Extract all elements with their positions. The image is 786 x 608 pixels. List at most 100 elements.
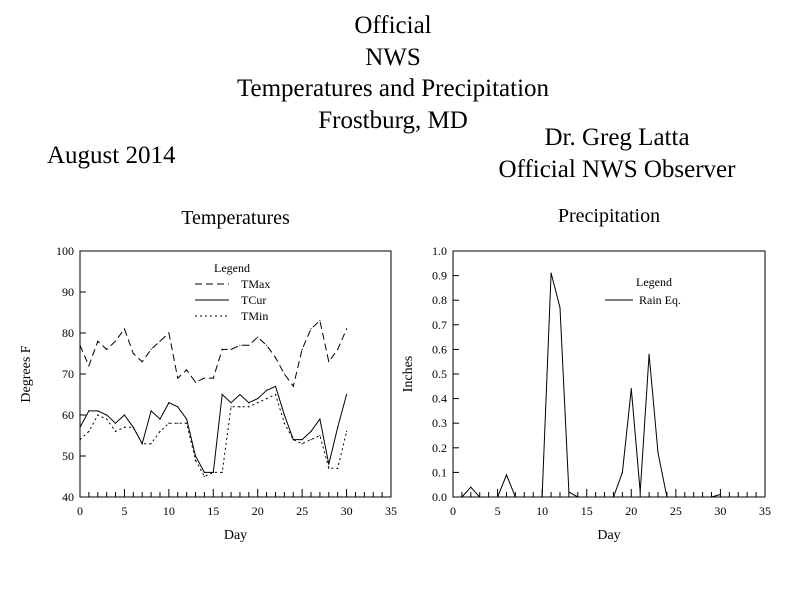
data-point (595, 496, 597, 498)
data-point (97, 414, 99, 416)
data-point (452, 496, 454, 498)
data-point (301, 443, 303, 445)
data-point (186, 418, 188, 420)
data-point (310, 430, 312, 432)
data-point (496, 496, 499, 498)
data-point (177, 377, 179, 379)
data-point (114, 422, 117, 424)
data-point (114, 430, 117, 432)
page-title: Official NWS Temperatures and Precipitat… (0, 10, 786, 136)
y-tick-label: 60 (62, 408, 74, 422)
data-point (693, 496, 695, 498)
data-point (168, 402, 170, 404)
y-tick-label: 0.2 (432, 441, 447, 455)
data-point (559, 306, 561, 309)
data-point (266, 389, 268, 391)
month-label: August 2014 (47, 142, 176, 169)
data-point (292, 385, 294, 387)
data-point (221, 348, 223, 350)
data-point (194, 381, 197, 383)
y-tick-label: 40 (62, 490, 74, 504)
data-point (328, 463, 330, 465)
x-tick-label: 0 (77, 504, 83, 518)
data-point (221, 471, 223, 473)
data-point (239, 344, 241, 346)
legend-label: Rain Eq. (639, 293, 681, 307)
data-point (106, 418, 108, 420)
data-point (186, 422, 188, 424)
data-point (239, 406, 241, 408)
data-point (141, 361, 143, 363)
y-tick-label: 90 (62, 285, 74, 299)
data-point (168, 332, 170, 334)
x-tick-label: 10 (536, 504, 548, 518)
data-point (266, 344, 268, 346)
data-point (541, 496, 543, 498)
data-point (159, 430, 161, 432)
data-point (177, 406, 179, 408)
data-point (248, 402, 250, 404)
plot-frame (452, 250, 766, 498)
data-point (257, 336, 259, 338)
data-point (212, 377, 214, 379)
data-point (577, 496, 579, 498)
x-tick-label: 25 (296, 504, 308, 518)
data-point (203, 475, 205, 478)
data-point (470, 486, 472, 488)
data-point (239, 393, 241, 396)
data-point (568, 491, 570, 493)
x-tick-label: 35 (385, 504, 397, 518)
legend-label: TMin (241, 309, 268, 323)
data-point (123, 426, 126, 428)
data-point (97, 340, 99, 342)
legend-label: TCur (241, 293, 266, 307)
data-point (621, 471, 623, 473)
data-point (514, 496, 517, 498)
data-point (550, 272, 552, 274)
data-point (266, 398, 268, 400)
data-point (177, 422, 179, 424)
data-point (123, 328, 126, 330)
data-point (488, 496, 490, 498)
data-point (328, 467, 330, 469)
data-point (221, 393, 223, 396)
data-point (203, 471, 205, 473)
x-tick-label: 30 (341, 504, 353, 518)
x-tick-label: 10 (163, 504, 175, 518)
data-point (603, 496, 606, 498)
y-tick-label: 0.7 (432, 318, 447, 332)
data-point (257, 398, 259, 400)
plot-frame (79, 250, 392, 498)
data-point (132, 426, 134, 428)
data-point (114, 340, 117, 342)
data-point (168, 422, 170, 424)
data-point (274, 385, 277, 387)
y-tick-label: 0.5 (432, 367, 447, 381)
data-point (132, 352, 134, 355)
x-tick-label: 15 (207, 504, 219, 518)
data-point (523, 496, 525, 498)
y-tick-label: 0.6 (432, 342, 447, 356)
data-point (301, 348, 303, 350)
data-point (88, 410, 90, 412)
y-tick-label: 0.1 (432, 465, 447, 479)
data-point (88, 430, 90, 432)
data-point (230, 402, 232, 404)
data-point (479, 496, 481, 498)
data-point (710, 496, 713, 498)
data-point (79, 344, 81, 346)
y-tick-label: 0.4 (432, 392, 447, 406)
data-point (194, 455, 197, 457)
data-point (337, 467, 339, 469)
x-axis-label: Day (597, 528, 620, 543)
data-point (675, 496, 677, 498)
data-point (319, 434, 321, 437)
data-point (274, 357, 277, 359)
observer-block: Dr. Greg Latta Official NWS Observer (460, 122, 774, 186)
title-line: Frostburg, MD (318, 106, 468, 134)
series-line-tmax (79, 319, 348, 388)
data-point (461, 496, 463, 498)
data-point (310, 439, 312, 441)
x-tick-label: 5 (495, 504, 501, 518)
title-line: Temperatures and Precipitation (236, 75, 550, 102)
